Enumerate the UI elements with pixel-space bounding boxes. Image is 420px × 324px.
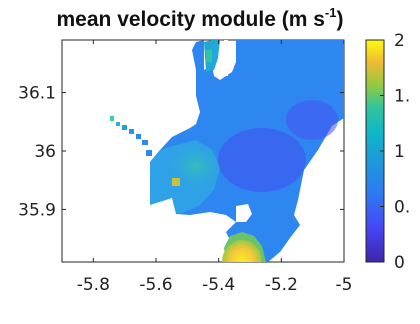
y-tick-label: 36.1 [18, 84, 56, 104]
chart-title-main: mean velocity module (m s [57, 8, 325, 31]
land-notch-sw [150, 198, 176, 214]
x-tick-label: -5.8 [77, 275, 110, 295]
x-tick-label: -5.4 [202, 275, 235, 295]
heatmap-region-center-dark [218, 128, 306, 192]
heatmap-region-west-core [166, 142, 226, 190]
x-axis: -5.8 -5.6 -5.4 -5.2 -5 [77, 40, 353, 295]
heatmap-region-north-bright [206, 50, 212, 62]
colorbar-tick-label: 2 [394, 31, 405, 51]
velocity-field [110, 40, 344, 262]
colorbar-tick-label: 0 [394, 253, 405, 273]
y-tick-label: 35.9 [18, 200, 56, 220]
inlet-cell-bright [172, 178, 180, 186]
land-gap-north [224, 40, 228, 76]
x-tick-label: -5 [336, 275, 353, 295]
land-gap-south [236, 204, 252, 222]
inlet-cell [122, 125, 127, 130]
x-tick-label: -5.2 [265, 275, 298, 295]
colorbar-ticks: 0 0. 1 1. 2 [380, 31, 410, 273]
y-axis: 35.9 36 36.1 [18, 84, 344, 220]
y-tick-label: 36 [34, 142, 56, 162]
colorbar-tick-label: 1. [394, 87, 410, 107]
colorbar: 0 0. 1 1. 2 [365, 31, 410, 273]
heatmap-region-east-dark [286, 100, 338, 140]
heatmap-region-jet-core [222, 240, 262, 262]
inlet-cell [142, 140, 148, 145]
inlet-cell [110, 116, 114, 121]
inlet-cell [136, 134, 141, 139]
inlet-cell [116, 122, 120, 126]
inlet-cell [129, 129, 134, 134]
x-tick-label: -5.6 [139, 275, 172, 295]
chart-title: mean velocity module (m s-1) [57, 5, 344, 31]
chart-title-superscript: -1 [325, 5, 337, 20]
colorbar-tick-label: 0. [394, 198, 410, 218]
colorbar-tick-label: 1 [394, 142, 405, 162]
inlet-cell [146, 150, 152, 156]
chart-title-suffix: ) [336, 8, 343, 31]
